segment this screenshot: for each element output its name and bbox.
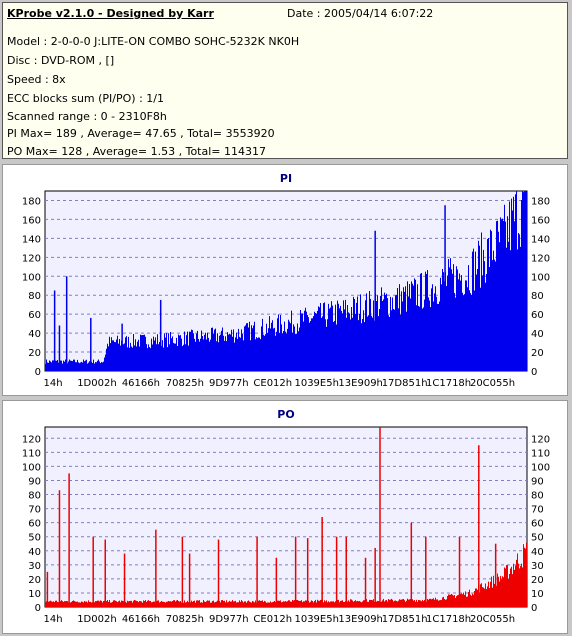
y-tick-label-left: 20 xyxy=(28,348,41,359)
po-stats-line: PO Max= 128 , Average= 1.53 , Total= 114… xyxy=(7,145,266,158)
y-tick-label-right: 40 xyxy=(531,547,544,558)
model-line: Model : 2-0-0-0 J:LITE-ON COMBO SOHC-523… xyxy=(7,35,300,48)
y-tick-label-left: 40 xyxy=(28,329,41,340)
y-tick-label-left: 60 xyxy=(28,519,41,530)
y-tick-label-right: 90 xyxy=(531,476,544,487)
x-tick-label: 17D851h xyxy=(382,378,428,389)
y-tick-label-right: 120 xyxy=(531,253,550,264)
x-tick-label: 14h xyxy=(43,378,62,389)
x-tick-label: 13E909h xyxy=(338,378,382,389)
ecc-line: ECC blocks sum (PI/PO) : 1/1 xyxy=(7,92,164,105)
y-tick-label-right: 60 xyxy=(531,310,544,321)
y-tick-label-right: 120 xyxy=(531,434,550,445)
x-tick-label: 1039E5h xyxy=(294,614,338,625)
y-tick-label-right: 80 xyxy=(531,491,544,502)
x-tick-label: 14h xyxy=(43,614,62,625)
y-tick-label-left: 50 xyxy=(28,533,41,544)
po-chart-panel: PO 0 0 10 10 20 20 30 30 40 40 50 50 60 60 70 70 80 80 90 90… xyxy=(2,400,568,634)
x-tick-label: 1039E5h xyxy=(294,378,338,389)
y-tick-label-left: 80 xyxy=(28,491,41,502)
scan-date: Date : 2005/04/14 6:07:22 xyxy=(287,7,434,20)
x-tick-label: 9D977h xyxy=(209,614,249,625)
y-tick-label-left: 100 xyxy=(22,272,41,283)
x-tick-label: 70825h xyxy=(166,378,204,389)
plot-area xyxy=(44,426,528,608)
series-po xyxy=(45,542,527,607)
x-tick-label: 46166h xyxy=(122,378,160,389)
y-tick-label-right: 50 xyxy=(531,533,544,544)
y-tick-label-left: 120 xyxy=(22,253,41,264)
y-tick-label-left: 40 xyxy=(28,547,41,558)
x-tick-label: CE012h xyxy=(253,614,292,625)
pi-chart-panel: PI 0 0 20 20 40 40 60 60 80 80 100 100 120 120 140 140 16… xyxy=(2,164,568,396)
info-panel: KProbe v2.1.0 - Designed by Karr Date : … xyxy=(2,2,568,159)
chart-title: PO xyxy=(277,408,294,421)
pi-chart: PI 0 0 20 20 40 40 60 60 80 80 100 100 120 120 140 140 16… xyxy=(22,172,550,389)
y-tick-label-right: 20 xyxy=(531,348,544,359)
y-tick-label-right: 0 xyxy=(531,367,537,378)
y-tick-label-right: 30 xyxy=(531,561,544,572)
x-tick-label: 1C1718h xyxy=(426,378,471,389)
x-tick-label: 13E909h xyxy=(338,614,382,625)
y-tick-label-left: 20 xyxy=(28,575,41,586)
po-chart: PO 0 0 10 10 20 20 30 30 40 40 50 50 60 60 70 70 80 80 90 90… xyxy=(22,408,550,625)
x-tick-label: CE012h xyxy=(253,378,292,389)
y-tick-label-right: 100 xyxy=(531,272,550,283)
y-tick-label-right: 160 xyxy=(531,215,550,226)
x-tick-label: 9D977h xyxy=(209,378,249,389)
y-tick-label-left: 90 xyxy=(28,476,41,487)
x-tick-label: 20C055h xyxy=(470,614,515,625)
y-tick-label-right: 10 xyxy=(531,589,544,600)
app-title: KProbe v2.1.0 - Designed by Karr xyxy=(7,7,214,20)
x-tick-label: 46166h xyxy=(122,614,160,625)
x-tick-label: 1D002h xyxy=(77,614,117,625)
y-tick-label-right: 80 xyxy=(531,291,544,302)
x-tick-label: 1C1718h xyxy=(426,614,471,625)
y-tick-label-left: 10 xyxy=(28,589,41,600)
y-tick-label-left: 60 xyxy=(28,310,41,321)
y-tick-label-left: 180 xyxy=(22,196,41,207)
y-tick-label-right: 0 xyxy=(531,603,537,614)
x-tick-label: 17D851h xyxy=(382,614,428,625)
y-tick-label-left: 0 xyxy=(35,367,41,378)
y-tick-label-right: 180 xyxy=(531,196,550,207)
y-tick-label-right: 140 xyxy=(531,234,550,245)
y-tick-label-left: 0 xyxy=(35,603,41,614)
y-tick-label-left: 110 xyxy=(22,448,41,459)
range-line: Scanned range : 0 - 2310F8h xyxy=(7,110,167,123)
y-tick-label-right: 70 xyxy=(531,505,544,516)
x-tick-label: 20C055h xyxy=(470,378,515,389)
y-tick-label-right: 110 xyxy=(531,448,550,459)
y-tick-label-left: 120 xyxy=(22,434,41,445)
x-tick-label: 1D002h xyxy=(77,378,117,389)
y-tick-label-left: 80 xyxy=(28,291,41,302)
y-tick-label-left: 70 xyxy=(28,505,41,516)
pi-stats-line: PI Max= 189 , Average= 47.65 , Total= 35… xyxy=(7,127,275,140)
y-tick-label-right: 20 xyxy=(531,575,544,586)
speed-line: Speed : 8x xyxy=(7,73,66,86)
y-tick-label-right: 60 xyxy=(531,519,544,530)
chart-title: PI xyxy=(280,172,292,185)
y-tick-label-right: 100 xyxy=(531,462,550,473)
disc-line: Disc : DVD-ROM , [] xyxy=(7,54,115,67)
y-tick-label-left: 100 xyxy=(22,462,41,473)
series-pi xyxy=(45,191,527,371)
y-tick-label-left: 30 xyxy=(28,561,41,572)
y-tick-label-right: 40 xyxy=(531,329,544,340)
x-tick-label: 70825h xyxy=(166,614,204,625)
y-tick-label-left: 160 xyxy=(22,215,41,226)
y-tick-label-left: 140 xyxy=(22,234,41,245)
